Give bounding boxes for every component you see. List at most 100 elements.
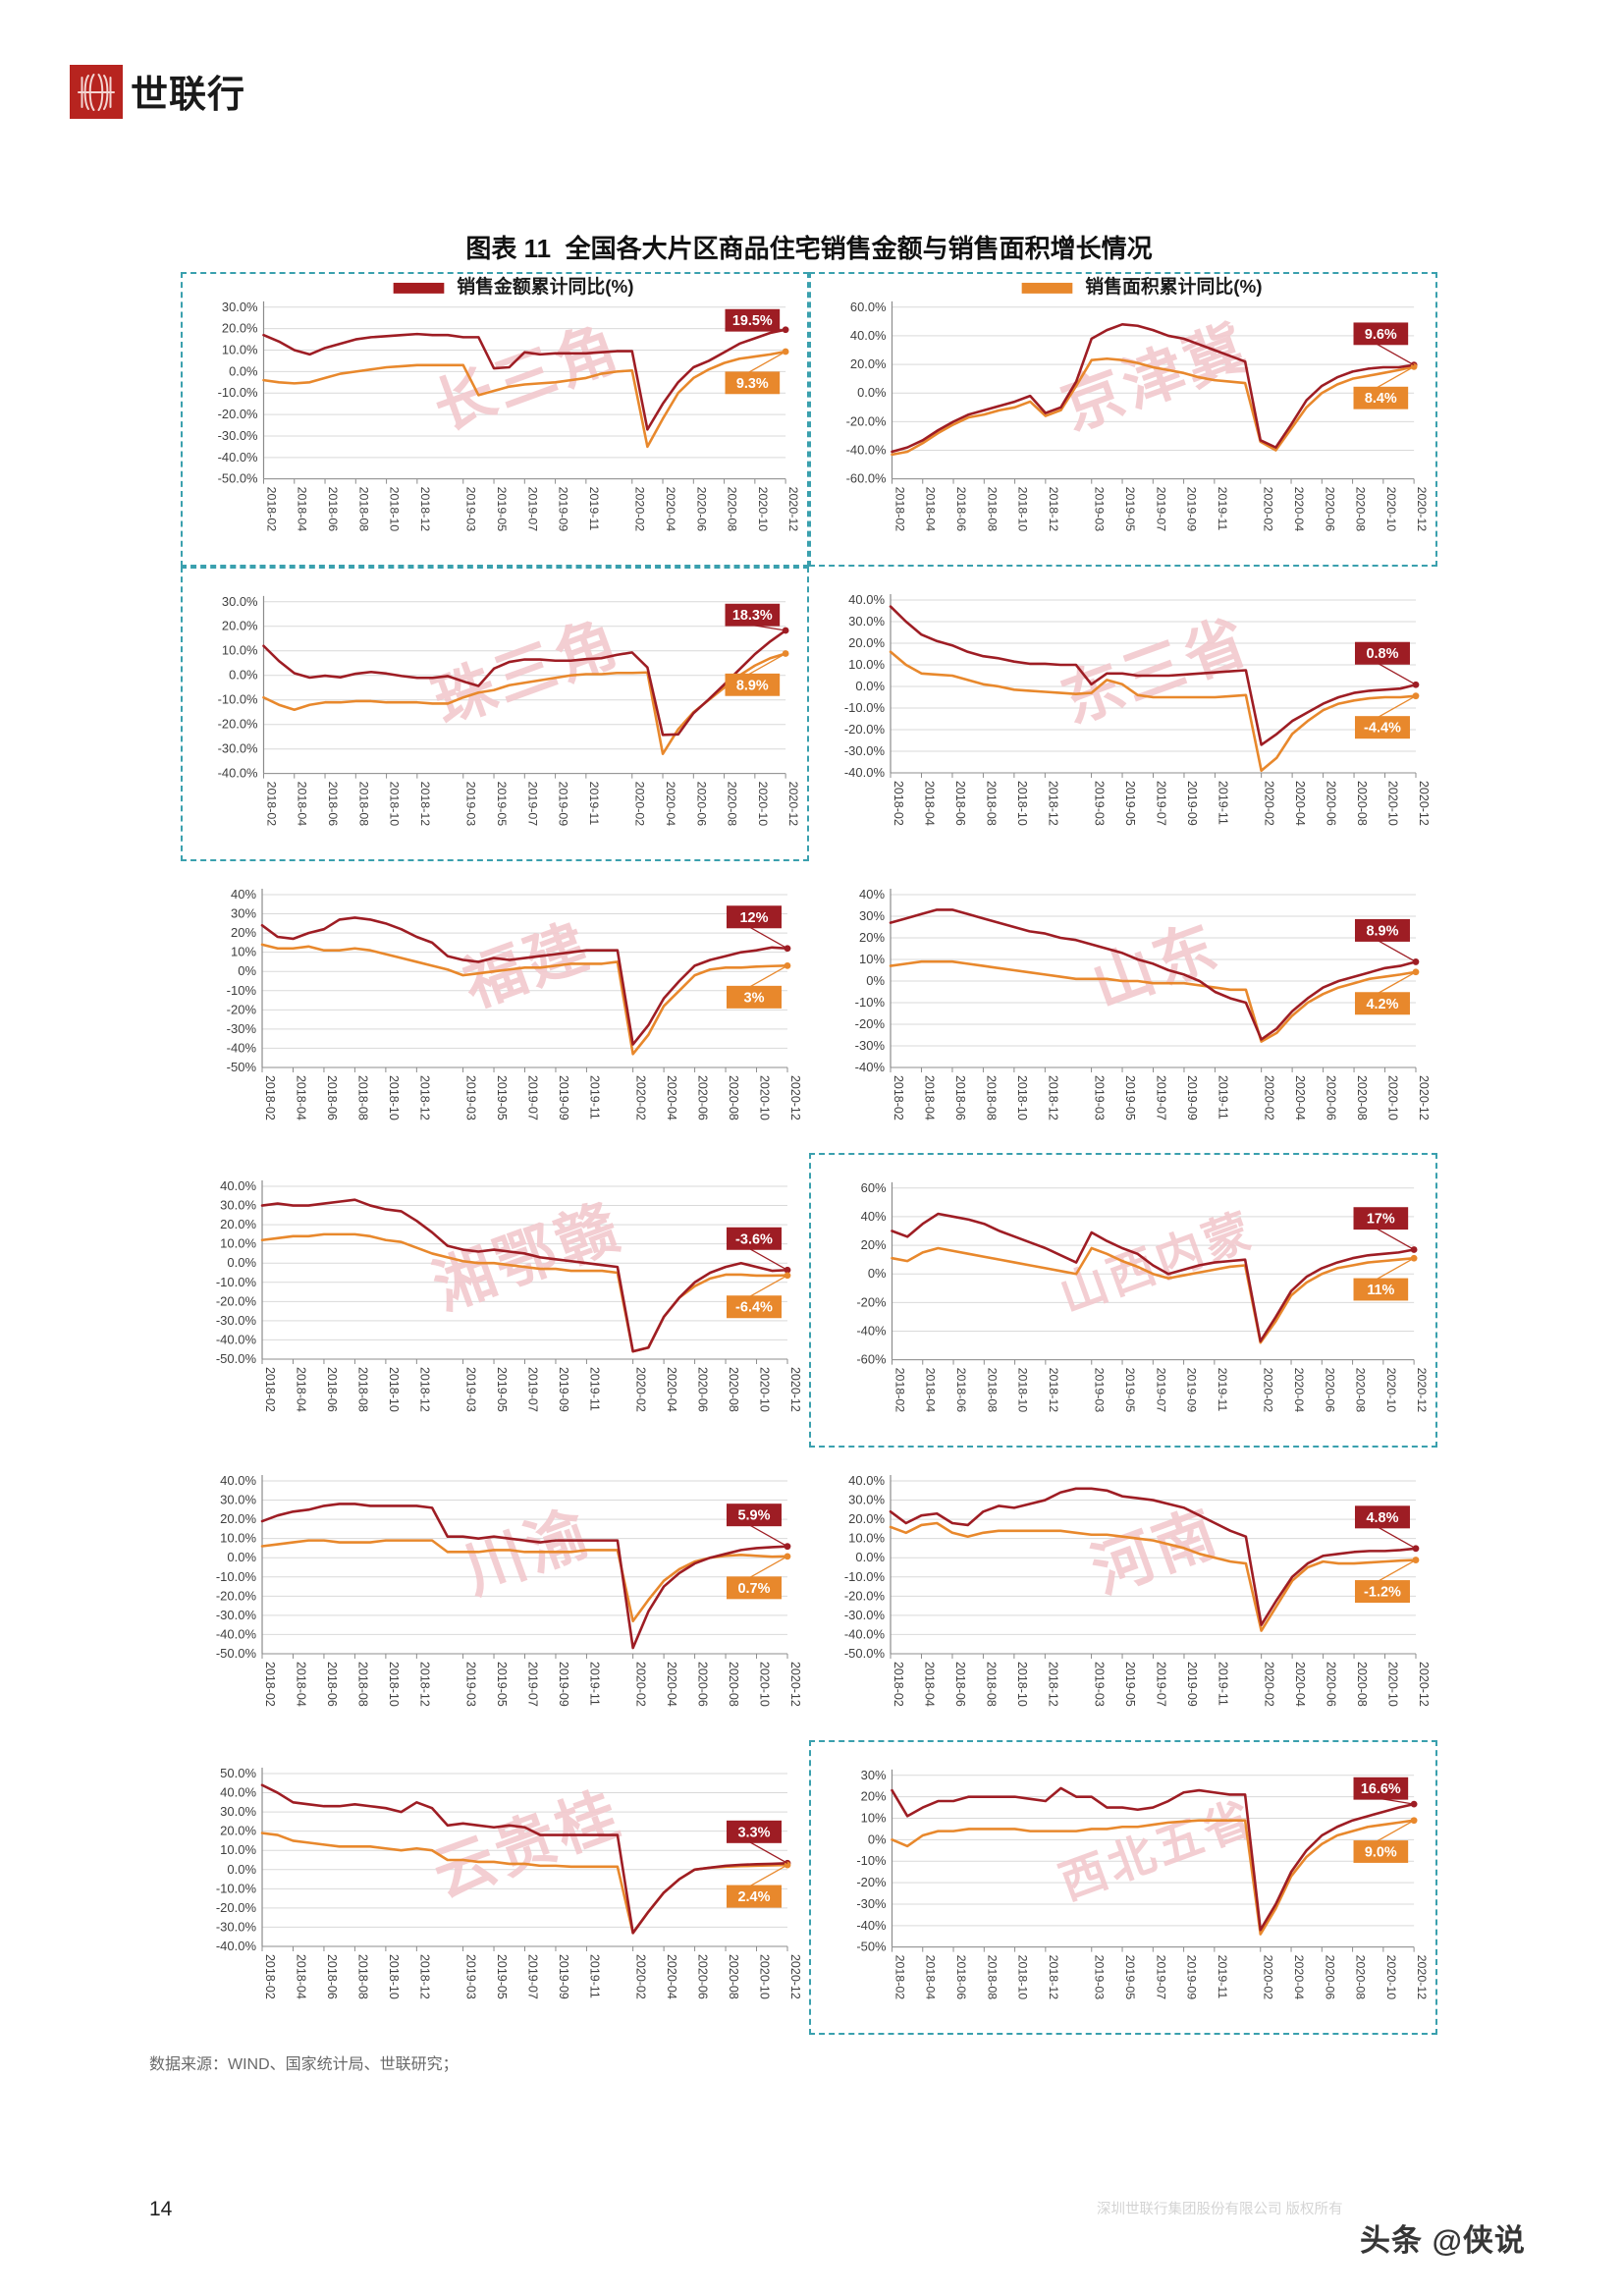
svg-text:2018-08: 2018-08	[985, 1954, 999, 1999]
svg-text:2019-09: 2019-09	[557, 781, 570, 826]
svg-text:30.0%: 30.0%	[848, 614, 885, 629]
svg-text:30%: 30%	[861, 1767, 887, 1781]
svg-text:2020-08: 2020-08	[727, 1075, 740, 1121]
svg-text:2018-12: 2018-12	[417, 1075, 431, 1121]
svg-text:2020-02: 2020-02	[634, 1954, 648, 1999]
svg-text:2020-04: 2020-04	[665, 1954, 678, 1999]
svg-text:2018-04: 2018-04	[924, 487, 938, 532]
svg-text:-30%: -30%	[856, 1896, 887, 1911]
svg-text:2018-04: 2018-04	[922, 781, 936, 826]
svg-text:-30.0%: -30.0%	[216, 1313, 257, 1328]
svg-text:2020-06: 2020-06	[1325, 781, 1338, 826]
svg-text:-10.0%: -10.0%	[844, 1569, 886, 1584]
svg-text:2018-06: 2018-06	[953, 781, 967, 826]
svg-text:2020-04: 2020-04	[1292, 487, 1306, 532]
svg-text:2020-06: 2020-06	[696, 1367, 710, 1412]
svg-text:2019-11: 2019-11	[1216, 487, 1229, 531]
svg-text:-20.0%: -20.0%	[218, 716, 258, 731]
svg-text:2019-05: 2019-05	[495, 781, 509, 826]
svg-text:销售金额累计同比(%): 销售金额累计同比(%)	[457, 275, 633, 298]
svg-text:2019-07: 2019-07	[1154, 781, 1167, 826]
svg-text:2019-11: 2019-11	[587, 1367, 601, 1411]
svg-text:-10.0%: -10.0%	[216, 1275, 257, 1289]
svg-text:长三角: 长三角	[425, 313, 629, 443]
svg-text:2018-12: 2018-12	[418, 781, 432, 826]
svg-text:2018-06: 2018-06	[954, 1368, 968, 1413]
svg-text:2018-06: 2018-06	[325, 1662, 339, 1707]
svg-text:2018-08: 2018-08	[355, 1662, 369, 1707]
svg-text:20%: 20%	[859, 930, 885, 945]
svg-text:50.0%: 50.0%	[220, 1766, 256, 1780]
svg-text:2020-10: 2020-10	[758, 1075, 772, 1121]
svg-text:2018-12: 2018-12	[1046, 1662, 1059, 1707]
svg-text:2018-04: 2018-04	[296, 781, 309, 826]
svg-text:2019-03: 2019-03	[1093, 1075, 1107, 1121]
svg-text:福建: 福建	[455, 911, 601, 1019]
svg-text:2019-07: 2019-07	[525, 781, 539, 826]
svg-text:2018-06: 2018-06	[954, 1954, 968, 1999]
svg-text:2018-04: 2018-04	[922, 1075, 936, 1121]
svg-text:20.0%: 20.0%	[850, 356, 887, 371]
svg-text:-40%: -40%	[856, 1917, 887, 1932]
svg-text:0.0%: 0.0%	[227, 1255, 256, 1270]
svg-text:2018-02: 2018-02	[263, 1075, 277, 1121]
svg-text:2019-09: 2019-09	[1185, 1662, 1199, 1707]
svg-text:40.0%: 40.0%	[220, 1473, 256, 1488]
svg-text:3.3%: 3.3%	[737, 1825, 770, 1840]
svg-text:-20%: -20%	[855, 1016, 886, 1031]
svg-text:2019-09: 2019-09	[557, 1367, 570, 1412]
svg-text:8.4%: 8.4%	[1365, 391, 1397, 407]
svg-text:2019-11: 2019-11	[587, 1954, 601, 1998]
svg-text:2020-12: 2020-12	[786, 781, 800, 826]
svg-text:10.0%: 10.0%	[220, 1531, 256, 1546]
svg-text:20.0%: 20.0%	[220, 1823, 256, 1837]
svg-text:2020-02: 2020-02	[634, 1367, 648, 1412]
svg-text:10.0%: 10.0%	[220, 1842, 256, 1857]
svg-text:2019-05: 2019-05	[495, 1662, 509, 1707]
svg-text:2019-11: 2019-11	[1216, 1662, 1229, 1706]
svg-text:40%: 40%	[859, 887, 885, 902]
svg-text:2020-06: 2020-06	[696, 1075, 710, 1121]
svg-text:2018-02: 2018-02	[892, 1075, 905, 1121]
svg-text:-40%: -40%	[855, 1060, 886, 1074]
svg-text:2018-06: 2018-06	[325, 1367, 339, 1412]
svg-text:2018-04: 2018-04	[924, 1368, 938, 1413]
svg-text:-50%: -50%	[227, 1060, 257, 1074]
svg-text:40%: 40%	[231, 887, 256, 902]
svg-text:2019-07: 2019-07	[525, 487, 539, 532]
svg-text:2018-02: 2018-02	[263, 1954, 277, 1999]
svg-text:2018-02: 2018-02	[263, 1662, 277, 1707]
svg-text:-1.2%: -1.2%	[1364, 1585, 1401, 1601]
svg-text:-30%: -30%	[855, 1038, 886, 1053]
svg-text:-10.0%: -10.0%	[218, 385, 258, 400]
svg-text:2019-03: 2019-03	[1093, 487, 1107, 532]
svg-text:2019-09: 2019-09	[557, 487, 570, 532]
svg-text:2020-08: 2020-08	[726, 781, 739, 826]
svg-text:-50.0%: -50.0%	[218, 471, 258, 486]
svg-text:5.9%: 5.9%	[737, 1508, 770, 1524]
svg-text:2018-10: 2018-10	[1015, 1662, 1029, 1707]
svg-text:2019-09: 2019-09	[557, 1662, 570, 1707]
svg-text:2020-04: 2020-04	[1293, 1662, 1307, 1707]
svg-text:20.0%: 20.0%	[848, 635, 885, 650]
svg-text:-20%: -20%	[856, 1875, 887, 1889]
svg-text:2020-08: 2020-08	[726, 487, 739, 532]
svg-text:2018-10: 2018-10	[1016, 1368, 1030, 1413]
svg-text:2018-08: 2018-08	[985, 1368, 999, 1413]
svg-text:2019-03: 2019-03	[464, 1075, 478, 1121]
svg-text:20.0%: 20.0%	[220, 1511, 256, 1526]
svg-text:2020-06: 2020-06	[1323, 1368, 1336, 1413]
svg-text:17%: 17%	[1367, 1212, 1395, 1228]
svg-text:-20.0%: -20.0%	[218, 407, 258, 421]
svg-text:30.0%: 30.0%	[222, 300, 258, 314]
svg-text:60%: 60%	[861, 1180, 887, 1195]
svg-text:2020-12: 2020-12	[788, 1075, 802, 1121]
svg-text:2020-02: 2020-02	[1262, 1368, 1275, 1413]
svg-text:2019-11: 2019-11	[1216, 781, 1229, 825]
svg-text:2019-03: 2019-03	[464, 1954, 478, 1999]
svg-text:2020-02: 2020-02	[634, 1662, 648, 1707]
svg-text:2019-11: 2019-11	[587, 1075, 601, 1120]
svg-text:2019-05: 2019-05	[495, 1075, 509, 1121]
svg-text:2018-12: 2018-12	[1046, 781, 1059, 826]
svg-text:2020-12: 2020-12	[786, 487, 800, 532]
